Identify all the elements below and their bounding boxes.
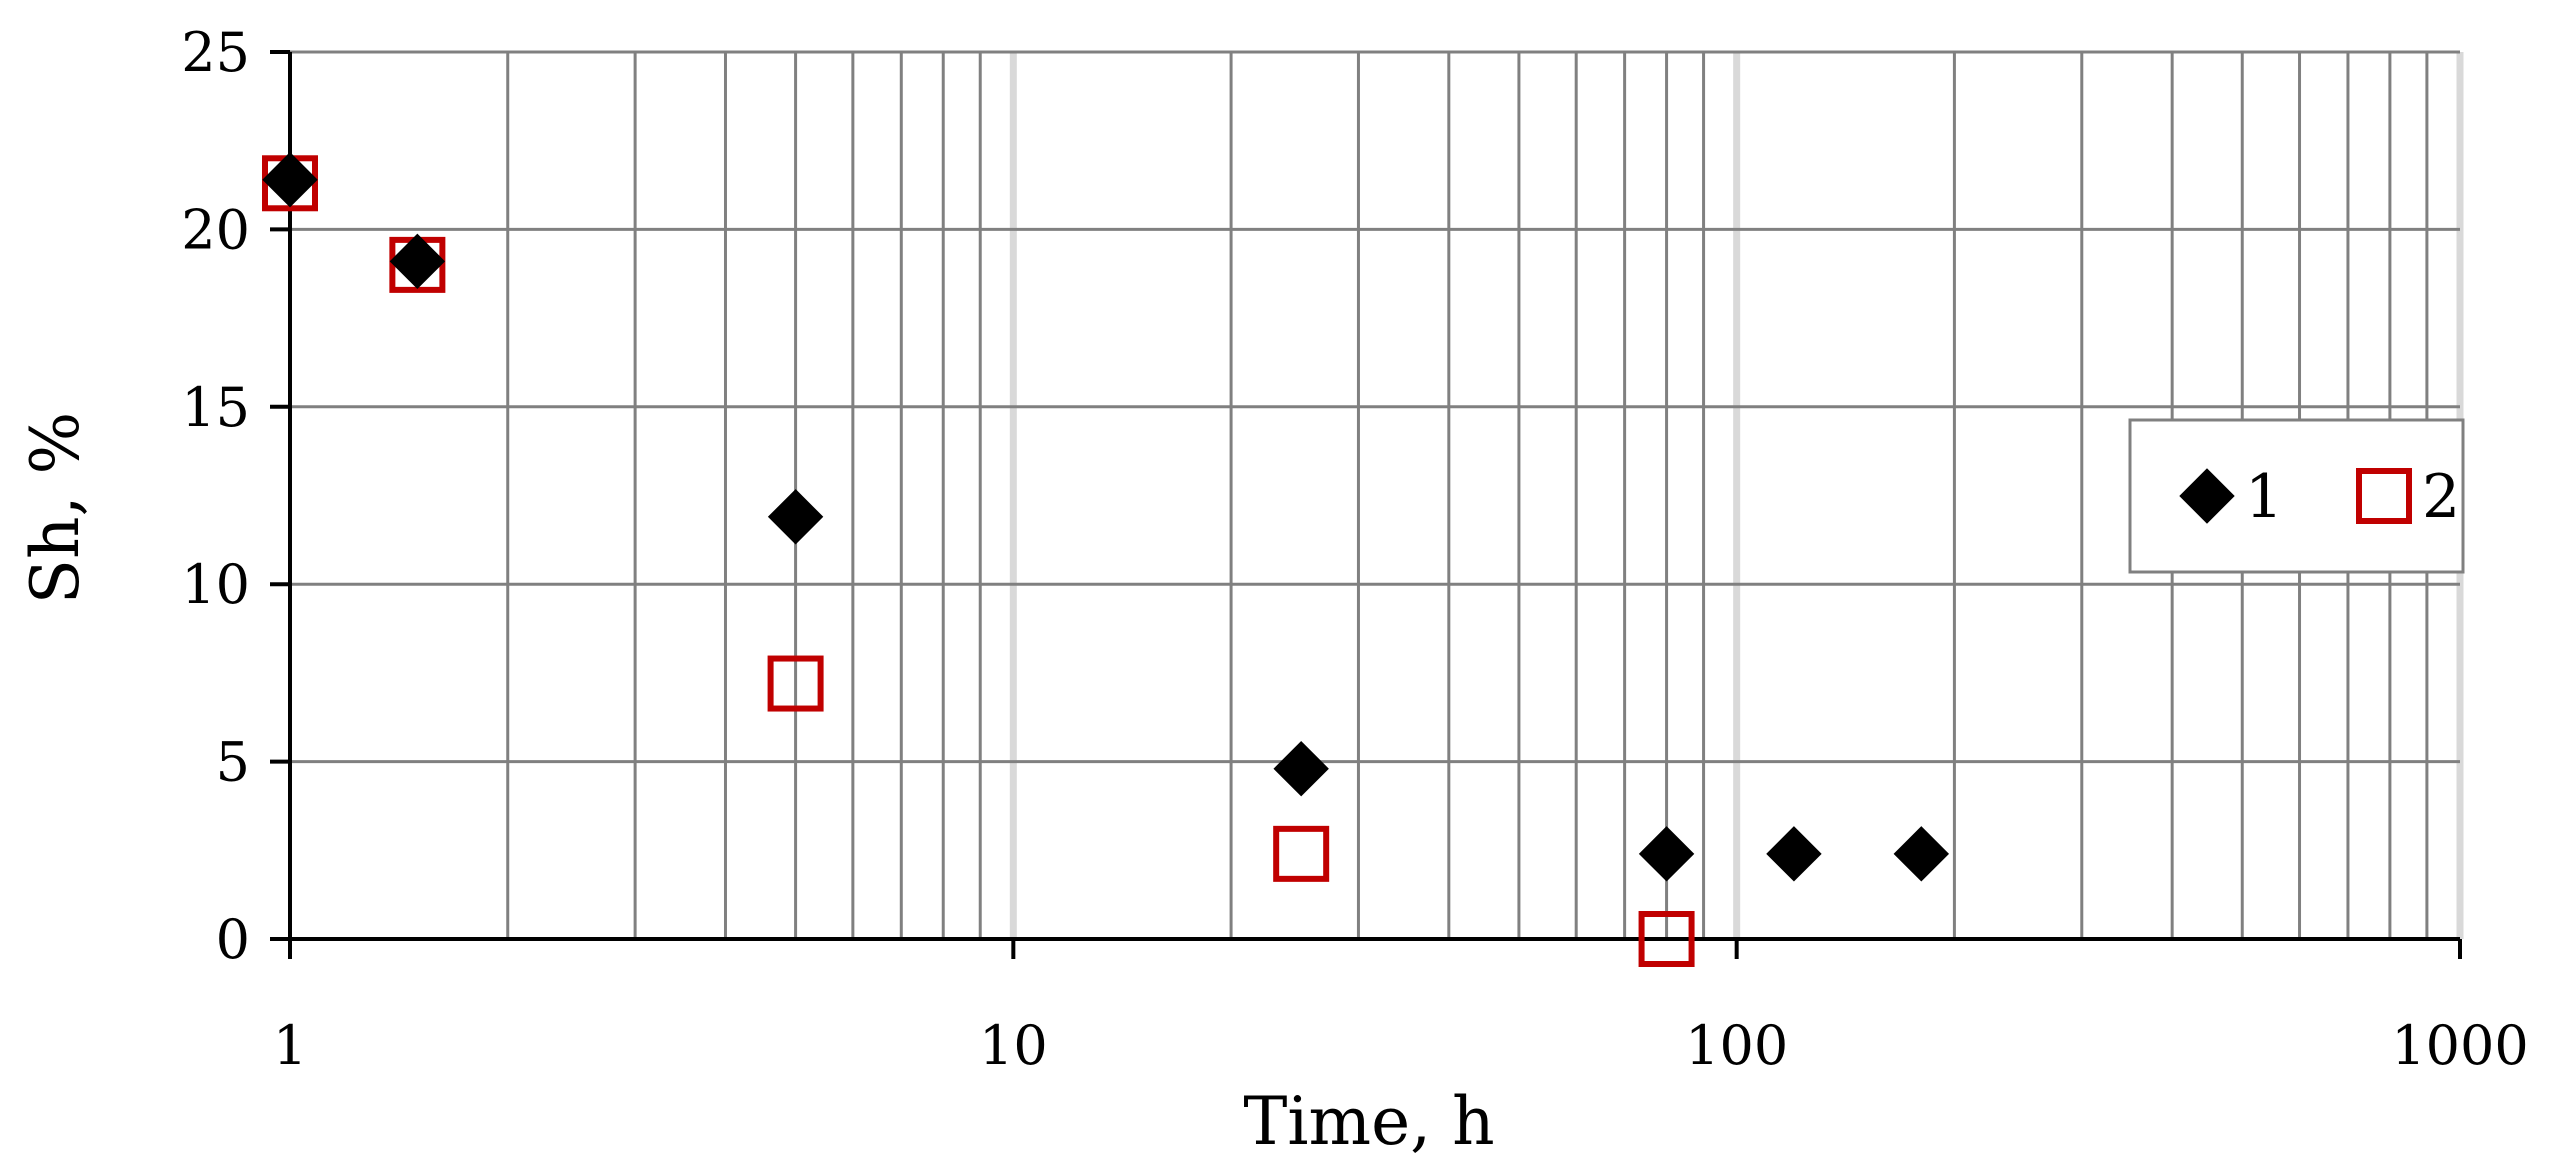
y-tick-label: 20 [181, 198, 250, 261]
y-axis-title: Sh, % [17, 412, 94, 604]
x-tick-label: 10 [979, 1014, 1048, 1077]
series-2 [262, 155, 1695, 967]
legend-marker-1 [2179, 468, 2235, 524]
y-tick-label: 15 [181, 376, 250, 439]
legend-label-2: 2 [2422, 462, 2460, 532]
series-1 [262, 152, 1950, 882]
legend-item-2: 2 [2356, 462, 2460, 532]
series-1-point [262, 152, 318, 208]
series-1-point [767, 489, 824, 545]
legend-marker-2 [2356, 468, 2412, 524]
series-1-point [1893, 826, 1950, 882]
y-tick-labels: 0 5 10 15 20 25 [181, 21, 250, 971]
series-layer [262, 152, 1950, 967]
x-tick-label: 1 [273, 1014, 307, 1077]
grid-minor [506, 52, 2429, 939]
series-2-point [1638, 911, 1695, 967]
series-2-point [1273, 825, 1330, 882]
legend-item-1: 1 [2179, 462, 2283, 532]
y-tick-label: 5 [216, 731, 250, 794]
series-1-point [1273, 740, 1329, 797]
x-tick-label: 100 [1685, 1014, 1788, 1077]
series-2-point [767, 655, 824, 712]
y-tick-label: 0 [216, 908, 250, 971]
y-tick-label: 25 [181, 21, 250, 84]
x-tick-labels: 1 10 100 1000 [273, 1014, 2529, 1077]
series-1-point [1638, 826, 1695, 882]
series-1-point [389, 233, 446, 290]
legend-label-1: 1 [2245, 462, 2283, 532]
x-axis-title: Time, h [1243, 1083, 1494, 1160]
x-tick-label: 1000 [2391, 1014, 2528, 1077]
y-tick-label: 10 [181, 553, 250, 616]
series-1-point [1766, 826, 1822, 882]
